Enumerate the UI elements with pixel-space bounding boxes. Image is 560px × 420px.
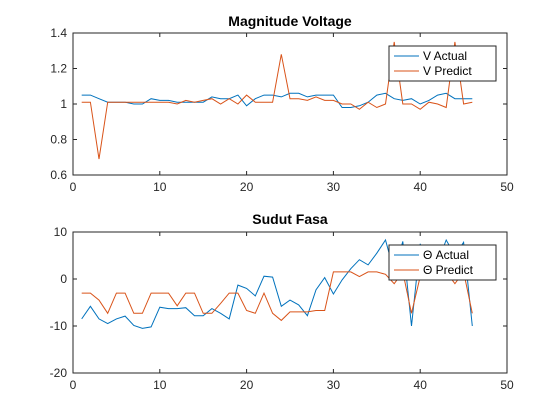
phase-angle-axes-box <box>72 231 508 374</box>
voltage-x-tick-label: 50 <box>500 180 514 194</box>
voltage-x-tick-label: 0 <box>70 180 77 194</box>
phase-angle-legend-label-actual: Θ Actual <box>423 248 469 262</box>
phase-angle-legend-label-predict: Θ Predict <box>423 263 474 277</box>
voltage-x-tick-label: 10 <box>153 180 167 194</box>
phase-angle-series-line-actual <box>81 238 473 329</box>
voltage-legend-label-predict: V Predict <box>423 64 472 78</box>
voltage-legend-label-actual: V Actual <box>423 49 467 63</box>
voltage-x-tick-label: 20 <box>240 180 254 194</box>
phase-angle-y-tick-label: 0 <box>60 272 67 286</box>
phase-angle-x-tick-label: 0 <box>70 378 77 392</box>
voltage-y-tick-label: 1 <box>60 97 67 111</box>
voltage-chart-axes: 0 10 20 30 40 50 0.6 0.8 1 1.2 1.4 <box>50 26 514 194</box>
phase-angle-x-tick-label: 30 <box>327 378 341 392</box>
phase-angle-x-tick-label: 40 <box>414 378 428 392</box>
phase-angle-chart-title: Sudut Fasa <box>252 211 328 227</box>
phase-angle-chart-axes: 0 10 20 30 40 50 -20 -10 0 10 <box>50 225 514 392</box>
voltage-series-line-actual <box>81 92 473 108</box>
phase-angle-chart-marks <box>81 238 473 329</box>
phase-angle-x-tick-label: 50 <box>500 378 514 392</box>
voltage-chart: Magnitude Voltage 0 10 20 30 40 50 0.6 0.8 1 1.2 1… <box>50 13 514 194</box>
phase-angle-series-line-predict <box>81 270 473 322</box>
phase-angle-y-tick-label: 10 <box>54 225 68 239</box>
voltage-y-tick-label: 0.6 <box>50 168 67 182</box>
voltage-x-tick-label: 40 <box>414 180 428 194</box>
phase-angle-chart: Sudut Fasa 0 10 20 30 40 50 -20 -10 0 10 Θ Actual… <box>50 211 514 392</box>
voltage-chart-title: Magnitude Voltage <box>228 13 352 29</box>
voltage-x-tick-label: 30 <box>327 180 341 194</box>
phase-angle-y-tick-label: -10 <box>50 319 68 333</box>
voltage-legend-box <box>388 45 497 82</box>
voltage-y-tick-label: 0.8 <box>50 133 67 147</box>
voltage-y-tick-label: 1.4 <box>50 26 67 40</box>
phase-angle-y-tick-label: -20 <box>50 366 68 380</box>
voltage-chart-marks <box>81 41 473 160</box>
voltage-series-line-predict <box>81 41 473 160</box>
phase-angle-x-tick-label: 10 <box>153 378 167 392</box>
phase-angle-x-tick-label: 20 <box>240 378 254 392</box>
voltage-y-tick-label: 1.2 <box>50 62 67 76</box>
phase-angle-legend-box <box>388 244 497 281</box>
